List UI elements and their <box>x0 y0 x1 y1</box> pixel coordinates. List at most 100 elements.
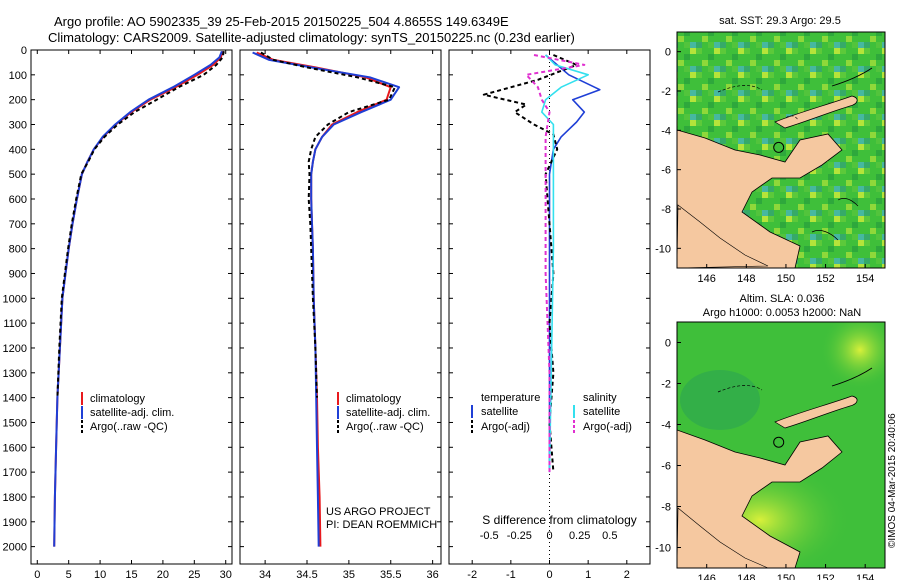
map-y-tick-label: -2 <box>661 86 671 98</box>
islands-coast <box>811 198 859 241</box>
new-guinea-land <box>677 129 843 268</box>
new-britain-land <box>774 95 858 129</box>
map-x-tick-label: 146 <box>698 273 716 285</box>
argo-float-marker <box>773 436 785 448</box>
sla-low <box>680 370 760 430</box>
y-tick-label: 700 <box>9 219 27 231</box>
y-tick-label: 300 <box>9 119 27 131</box>
new-britain-land <box>774 395 858 429</box>
x-tick-label: 25 <box>188 569 200 580</box>
series-group <box>53 50 225 547</box>
x-tick-label: -1 <box>506 569 516 580</box>
x-tick-label: 5 <box>66 569 72 580</box>
map-x-tick-label: 150 <box>777 273 795 285</box>
series-line-argo-raw-qc- <box>260 51 396 398</box>
project-credit: US ARGO PROJECT <box>326 506 431 518</box>
new-ireland-coast <box>831 367 873 387</box>
x-tick-label: 2 <box>624 569 630 580</box>
x-tick-label: 35 <box>343 569 355 580</box>
x-tick-label: 34.5 <box>296 569 317 580</box>
legend-label-satellite: satellite-adj. clim. <box>346 407 430 419</box>
map-y-tick-label: -4 <box>661 125 671 137</box>
sla-high-ne <box>820 322 885 390</box>
map-x-tick-label: 152 <box>816 273 834 285</box>
legend-label-argo: Argo(..raw -QC) <box>90 421 168 433</box>
new-ireland-coast <box>831 67 873 87</box>
legend-label-argo: Argo(..raw -QC) <box>346 421 424 433</box>
new-guinea-land <box>677 429 843 568</box>
x-tick-label: 35.5 <box>380 569 401 580</box>
legend-label-t-argo: Argo(-adj) <box>481 421 530 433</box>
x-tick-label: 30 <box>220 569 232 580</box>
y-tick-label: 1700 <box>3 467 27 479</box>
map-x-tick-label: 154 <box>856 273 874 285</box>
x-tick-label: 1 <box>585 569 591 580</box>
sla-map-frame <box>676 321 886 569</box>
header-subtitle: Climatology: CARS2009. Satellite-adjuste… <box>48 30 575 45</box>
sla-map-axes: 146 148 150 152 154 0 -2 -4 -6 -8 -10 <box>655 338 874 580</box>
y-tick-label: 1500 <box>3 417 27 429</box>
legend-label-s-argo: Argo(-adj) <box>583 421 632 433</box>
map-x-tick-label: 148 <box>737 573 755 580</box>
y-tick-label: 900 <box>9 268 27 280</box>
difference-legend: temperature satellite Argo(-adj) salinit… <box>471 392 632 433</box>
s-tick-label: -0.25 <box>507 530 532 542</box>
x-tick-label: 10 <box>94 569 106 580</box>
x-tick-label: 15 <box>125 569 137 580</box>
series-line-argo-raw-qc- <box>56 51 225 398</box>
y-tick-label: 1600 <box>3 442 27 454</box>
map-y-tick-label: -10 <box>655 243 671 255</box>
map-x-tick-label: 150 <box>777 573 795 580</box>
map-x-tick-label: 148 <box>737 273 755 285</box>
series-line-salinity-argo-adj- <box>525 54 586 473</box>
y-tick-label: 1000 <box>3 293 27 305</box>
y-tick-label: 500 <box>9 169 27 181</box>
pi-credit: PI: DEAN ROEMMICH <box>326 519 437 531</box>
temperature-legend: climatology satellite-adj. clim. Argo(..… <box>81 392 174 433</box>
y-tick-label: 800 <box>9 244 27 256</box>
sst-map-title: sat. SST: 29.3 Argo: 29.5 <box>719 15 841 27</box>
s-tick-label: 0.25 <box>569 530 590 542</box>
series-line-satellite-adj-clim- <box>252 51 401 547</box>
map-x-tick-label: 152 <box>816 573 834 580</box>
sst-map-frame <box>676 31 886 269</box>
legend-title-salinity: salinity <box>583 392 617 404</box>
map-x-tick-label: 146 <box>698 573 716 580</box>
series-group <box>252 51 401 547</box>
x-tick-label: 20 <box>157 569 169 580</box>
y-tick-label: 0 <box>21 45 27 57</box>
coast-lower <box>677 204 769 268</box>
sla-map: 146 148 150 152 154 0 -2 -4 -6 -8 -10 <box>655 321 886 580</box>
map-y-tick-label: -4 <box>661 420 671 432</box>
s-axis-label: S difference from climatology <box>482 513 637 527</box>
y-tick-label: 1400 <box>3 393 27 405</box>
sst-map-axes: 146 148 150 152 154 0 -2 -4 -6 -8 -10 <box>655 47 874 285</box>
y-tick-label: 1100 <box>3 318 27 330</box>
imos-credit: ©IMOS 04-Mar-2015 20:40:06 <box>887 413 898 548</box>
legend-label-climatology: climatology <box>90 393 146 405</box>
map-y-tick-label: -6 <box>661 461 671 473</box>
contour-dashed <box>717 85 799 121</box>
legend-title-temperature: temperature <box>481 392 540 404</box>
series-group <box>482 54 601 473</box>
y-tick-label: 1900 <box>3 517 27 529</box>
header-title: Argo profile: AO 5902335_39 25-Feb-2015 … <box>54 14 509 29</box>
y-tick-label: 1800 <box>3 492 27 504</box>
legend-label-satellite: satellite-adj. clim. <box>90 407 174 419</box>
s-tick-label: 0.5 <box>602 530 617 542</box>
x-tick-label: -2 <box>467 569 477 580</box>
coast-lower <box>677 507 769 568</box>
y-tick-label: 1300 <box>3 368 27 380</box>
map-y-tick-label: 0 <box>665 338 671 350</box>
x-tick-label: 0 <box>546 569 552 580</box>
map-y-tick-label: 0 <box>665 47 671 59</box>
x-tick-label: 34 <box>259 569 271 580</box>
map-x-tick-label: 154 <box>856 573 874 580</box>
series-line-temperature-satellite <box>545 54 601 473</box>
x-tick-label: 0 <box>34 569 40 580</box>
legend-label-s-satellite: satellite <box>583 406 620 418</box>
x-tick-label: 36 <box>427 569 439 580</box>
legend-label-climatology: climatology <box>346 393 402 405</box>
